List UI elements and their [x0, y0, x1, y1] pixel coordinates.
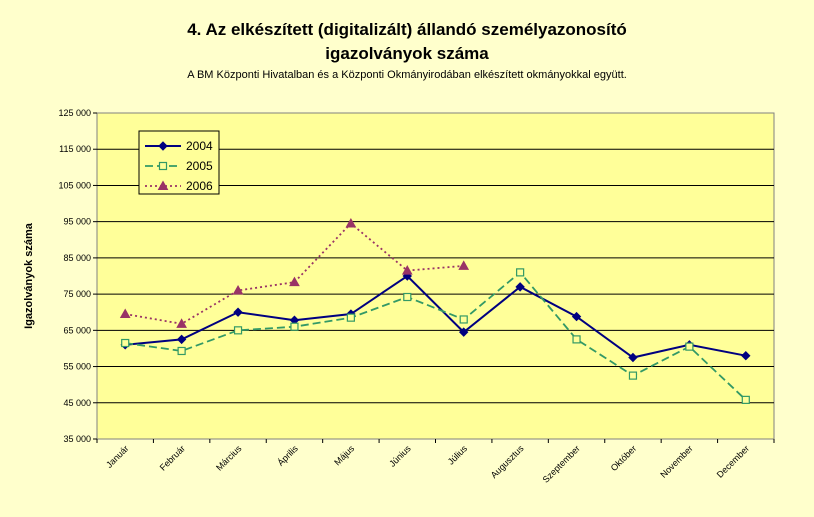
- x-tick-label: Március: [214, 443, 244, 473]
- x-tick-label: Augusztus: [489, 443, 526, 480]
- x-tick-label: December: [715, 443, 751, 479]
- data-point: [232, 284, 244, 295]
- x-tick-label: Január: [104, 443, 131, 470]
- legend-entry-2004: 2004: [145, 139, 213, 153]
- y-tick-label: 65 000: [63, 325, 91, 335]
- legend-label: 2006: [186, 179, 213, 193]
- y-tick-label: 115 000: [59, 144, 91, 154]
- data-point: [572, 335, 581, 344]
- legend-entry-2006: 2006: [145, 179, 213, 193]
- data-point: [741, 395, 750, 404]
- x-tick-label: Május: [332, 443, 356, 467]
- x-tick-label: Szeptember: [541, 443, 582, 484]
- chart-titles: 4. Az elkészített (digitalizált) állandó…: [187, 20, 627, 81]
- series-2006: [119, 217, 470, 328]
- data-point: [176, 334, 187, 345]
- x-tick-label: Október: [609, 443, 639, 473]
- series-layer: [119, 217, 751, 404]
- x-axis-ticks: Január Február Március Április Május Június Jú…: [96, 439, 775, 485]
- data-point: [459, 327, 469, 337]
- data-point: [158, 141, 168, 151]
- y-tick-label: 55 000: [63, 362, 91, 372]
- x-tick-label: Június: [387, 443, 413, 469]
- data-point: [346, 313, 355, 322]
- data-point: [515, 282, 525, 292]
- data-point: [158, 161, 168, 171]
- y-tick-label: 125 000: [58, 108, 91, 118]
- data-point: [516, 268, 525, 277]
- y-axis-label: Igazolványok száma: [23, 222, 35, 329]
- data-point: [290, 322, 299, 331]
- x-tick-label: Április: [275, 443, 300, 468]
- y-tick-label: 105 000: [58, 180, 91, 190]
- data-point: [741, 350, 751, 361]
- data-point: [289, 276, 300, 287]
- data-point: [628, 352, 638, 363]
- y-tick-label: 35 000: [63, 434, 91, 444]
- data-point: [345, 217, 357, 228]
- series-line: [125, 274, 746, 359]
- data-point: [119, 308, 131, 319]
- data-point: [401, 265, 413, 275]
- chart-title-line2: igazolványok száma: [325, 44, 489, 63]
- data-point: [233, 326, 243, 335]
- y-tick-label: 75 000: [63, 289, 91, 299]
- legend-label: 2004: [186, 139, 213, 153]
- data-point: [458, 260, 470, 270]
- x-tick-label: Július: [446, 443, 470, 467]
- data-point: [157, 180, 169, 190]
- chart-title-line1: 4. Az elkészített (digitalizált) állandó…: [187, 20, 627, 39]
- chart-subtitle: A BM Központi Hivatalban és a Központi O…: [187, 69, 627, 81]
- data-point: [176, 318, 187, 328]
- data-point: [685, 342, 694, 351]
- x-tick-label: Február: [158, 443, 187, 472]
- data-point: [233, 307, 243, 317]
- series-2005: [121, 268, 750, 404]
- legend: 2004 2005 2006: [138, 130, 220, 195]
- data-point: [403, 292, 412, 302]
- y-axis-ticks: 35 000 45 000 55 000 65 000 75 000 85 000 95 0…: [58, 108, 97, 444]
- data-point: [459, 315, 468, 324]
- data-point: [177, 346, 186, 356]
- legend-entry-2005: 2005: [145, 159, 213, 173]
- data-point: [571, 311, 582, 322]
- data-point: [121, 338, 130, 348]
- y-tick-label: 85 000: [63, 253, 91, 263]
- legend-label: 2005: [186, 159, 213, 173]
- x-tick-label: November: [658, 443, 694, 479]
- gridlines: [97, 148, 774, 404]
- series-line: [125, 271, 747, 401]
- data-point: [628, 371, 638, 380]
- y-tick-label: 95 000: [63, 217, 91, 227]
- y-tick-label: 45 000: [63, 398, 91, 408]
- legend-box: [138, 130, 220, 195]
